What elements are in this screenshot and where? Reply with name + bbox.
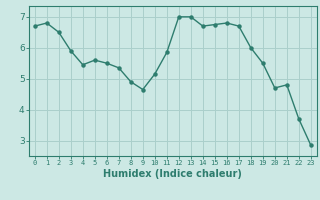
X-axis label: Humidex (Indice chaleur): Humidex (Indice chaleur) [103,169,242,179]
